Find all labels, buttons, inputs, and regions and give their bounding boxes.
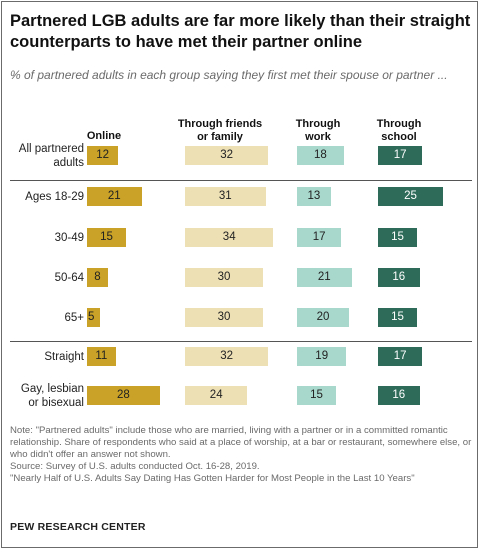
data-label: 20	[316, 311, 330, 323]
bar	[87, 228, 126, 247]
bar	[185, 228, 274, 247]
bar	[297, 187, 331, 206]
bar	[185, 308, 263, 327]
data-label: 28	[117, 389, 130, 401]
source-text: Source: Survey of U.S. adults conducted …	[10, 461, 260, 472]
data-label: 32	[220, 350, 233, 362]
data-label: 18	[314, 149, 327, 161]
data-label: 30	[217, 311, 231, 323]
data-label: 15	[391, 231, 404, 243]
bar	[378, 268, 420, 287]
section-divider	[10, 180, 472, 181]
data-label: 32	[220, 149, 233, 161]
bar	[297, 146, 344, 165]
data-label: 15	[310, 389, 323, 401]
bar	[87, 187, 142, 206]
bar	[297, 386, 336, 405]
row-label: 50-64	[54, 271, 84, 284]
bar	[87, 347, 116, 366]
data-label: 30	[217, 271, 231, 283]
column-header: Through school	[376, 118, 422, 143]
column-header: Through friends or family	[177, 118, 263, 143]
data-label: 21	[317, 271, 331, 283]
bar	[87, 308, 100, 327]
data-label: 25	[404, 190, 417, 202]
data-label: 13	[307, 190, 321, 202]
column-header: Online	[86, 130, 122, 142]
bar	[87, 268, 108, 287]
brand-logo-text: PEW RESEARCH CENTER	[10, 521, 146, 533]
data-label: 17	[393, 149, 407, 161]
data-label: 12	[96, 149, 109, 161]
bar	[378, 386, 420, 405]
bar	[378, 146, 423, 165]
data-label: 19	[315, 350, 329, 362]
chart-subtitle: % of partnered adults in each group sayi…	[10, 68, 448, 82]
column-header: Through work	[295, 118, 341, 143]
bar	[297, 228, 342, 247]
data-label: 34	[222, 231, 236, 243]
bar	[185, 146, 269, 165]
row-label: Straight	[44, 350, 84, 363]
bar	[378, 187, 443, 206]
row-label: Ages 18-29	[25, 190, 84, 203]
bar	[378, 347, 423, 366]
data-label: 17	[393, 350, 407, 362]
data-label: 21	[107, 190, 121, 202]
note-text: Note: "Partnered adults" include those w…	[10, 425, 472, 460]
data-label: 16	[392, 271, 406, 283]
bar	[185, 386, 248, 405]
bar	[378, 308, 417, 327]
row-label: All partnered adults	[18, 142, 84, 169]
data-label: 15	[391, 311, 404, 323]
data-label: 16	[392, 389, 406, 401]
row-label: 30-49	[54, 231, 84, 244]
bar	[87, 386, 160, 405]
section-divider	[10, 341, 472, 342]
bar	[87, 146, 119, 165]
data-label: 17	[312, 231, 326, 243]
bar	[297, 308, 349, 327]
data-label: 24	[209, 389, 223, 401]
row-label: 65+	[64, 311, 84, 324]
bar	[185, 347, 269, 366]
bar	[185, 268, 263, 287]
data-label: 11	[95, 350, 108, 362]
data-label: 5	[88, 311, 95, 323]
bar	[185, 187, 266, 206]
data-label: 31	[218, 190, 232, 202]
bar	[297, 268, 352, 287]
data-label: 8	[94, 271, 101, 283]
data-label: 15	[100, 231, 113, 243]
bar	[297, 347, 347, 366]
row-label: Gay, lesbian or bisexual	[20, 382, 84, 409]
bar	[378, 228, 417, 247]
chart-notes: Note: "Partnered adults" include those w…	[10, 425, 472, 485]
report-title: "Nearly Half of U.S. Adults Say Dating H…	[10, 473, 415, 484]
chart-title: Partnered LGB adults are far more likely…	[10, 12, 471, 51]
